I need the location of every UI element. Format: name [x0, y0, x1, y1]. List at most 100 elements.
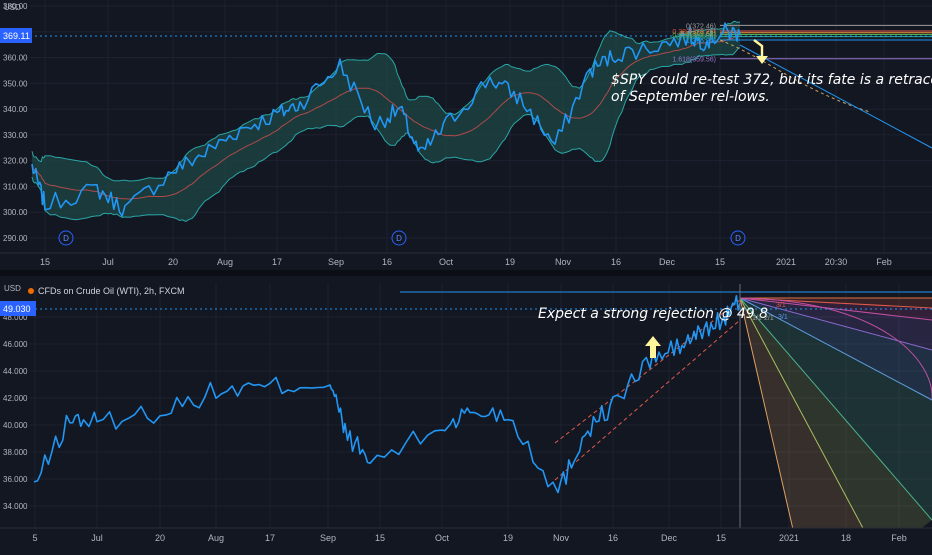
- wti-legend[interactable]: CFDs on Crude Oil (WTI), 2h, FXCM: [38, 286, 185, 296]
- bottom-y-tick: 36.000: [3, 475, 28, 484]
- fib-level-label: 0.786(368.1): [676, 35, 716, 42]
- bottom-x-tick: 5: [32, 533, 37, 543]
- top-x-tick: 17: [272, 257, 282, 267]
- gann-fan-sector: [740, 298, 932, 528]
- gann-fan-label: 1/1: [752, 315, 762, 322]
- top-y-tick: 320.00: [3, 157, 28, 166]
- bottom-x-tick: 15: [716, 533, 726, 543]
- bottom-x-tick: Feb: [891, 533, 907, 543]
- top-x-tick: 19: [505, 257, 515, 267]
- top-x-tick: Nov: [555, 257, 572, 267]
- gann-fan-ray: [739, 297, 794, 528]
- bottom-x-tick: 2021: [779, 533, 799, 543]
- bottom-x-axis: 5 Jul 20 Aug 17 Sep 15 Oct 19 Nov 16 Dec 15 2021 18 Feb: [32, 533, 906, 543]
- projection-path: [719, 39, 871, 113]
- gann-fan-ray: [739, 297, 932, 351]
- wti-price-line[interactable]: [33, 295, 741, 494]
- fib-level-label: 0.382(370.28): [672, 29, 716, 36]
- bottom-x-tick: Sep: [320, 533, 336, 543]
- top-x-tick: 20:30: [825, 257, 848, 267]
- top-x-tick: Jul: [102, 257, 114, 267]
- top-x-tick: 16: [382, 257, 392, 267]
- top-last-price-tag: [0, 28, 32, 43]
- fib-level-label: 0(372.46): [686, 23, 716, 30]
- channel-line-lower[interactable]: [554, 319, 741, 481]
- bottom-x-tick: Nov: [553, 533, 570, 543]
- bottom-x-tick: Dec: [661, 533, 678, 543]
- trend-line[interactable]: [739, 44, 932, 149]
- bottom-y-axis: 48.000 46.000 44.000 42.000 40.000 38.000 36.0…: [3, 313, 28, 511]
- gann-fan-ray: [739, 297, 864, 528]
- bottom-grid: [30, 284, 932, 528]
- top-x-tick: Dec: [659, 257, 676, 267]
- fib-level-label: 1.618(359.56): [672, 57, 716, 64]
- bottom-currency-label: USD: [4, 284, 21, 293]
- fib-level-label: 1(366.81): [686, 38, 716, 45]
- bottom-x-tick: Oct: [435, 533, 450, 543]
- wti-annotation: Expect a strong rejection @ 49.8: [538, 306, 768, 322]
- gann-fan[interactable]: [739, 297, 932, 550]
- bottom-x-tick: 16: [608, 533, 618, 543]
- gann-fan-ray: [739, 297, 932, 521]
- bottom-y-tick: 44.000: [3, 367, 28, 376]
- bollinger-band-upper: [31, 20, 741, 182]
- spy-price-line[interactable]: [31, 22, 741, 217]
- channel-line-upper[interactable]: [554, 299, 741, 444]
- fib-level-label: 0.618(368.95): [672, 32, 716, 39]
- bottom-y-tick: 48.000: [3, 313, 28, 322]
- panel-separator[interactable]: [0, 270, 932, 276]
- bottom-last-price-tag: [0, 301, 36, 316]
- top-x-tick: Oct: [439, 257, 454, 267]
- gann-fan-label: 2/1: [764, 315, 774, 322]
- spy-annotation-line2: of September rel-lows.: [611, 89, 770, 105]
- top-last-price: 369.11: [3, 31, 30, 41]
- bottom-x-tick: 19: [503, 533, 513, 543]
- top-x-tick: Aug: [217, 257, 233, 267]
- fib-level-label: 0.5(369.62): [680, 31, 716, 38]
- bottom-x-tick: Jul: [91, 533, 103, 543]
- gann-fan-ray: [739, 297, 932, 401]
- top-plot-area: $SPY could re-test 372, but its fate is …: [30, 20, 932, 222]
- dividend-marker-icon[interactable]: [391, 230, 407, 246]
- up-arrow-icon: [645, 336, 661, 358]
- top-y-tick: 330.00: [3, 131, 28, 140]
- dividend-marker-icon[interactable]: [730, 230, 746, 246]
- dividend-marker-label: D: [63, 234, 69, 243]
- bottom-y-tick: 40.000: [3, 421, 28, 430]
- top-x-tick: Sep: [328, 257, 344, 267]
- top-currency-label: USD: [4, 3, 21, 12]
- top-x-tick: 2021: [776, 257, 796, 267]
- top-x-tick: 15: [40, 257, 50, 267]
- gann-fan-label: 3/1: [776, 302, 786, 309]
- bottom-y-tick: 42.000: [3, 394, 28, 403]
- top-y-tick: 340.00: [3, 105, 28, 114]
- gann-fan-label: 3/1: [778, 314, 788, 321]
- fib-labels: 0(372.46)0.382(370.28)0.5(369.62)0.618(3…: [672, 23, 716, 63]
- bottom-y-tick: 38.000: [3, 448, 28, 457]
- bottom-x-tick: 17: [265, 533, 275, 543]
- top-y-tick: 350.00: [3, 79, 28, 88]
- bottom-y-tick: 46.000: [3, 340, 28, 349]
- down-arrow-icon: [753, 39, 768, 64]
- top-x-tick: Feb: [876, 257, 892, 267]
- bottom-x-tick: 20: [155, 533, 165, 543]
- bottom-x-tick: 15: [375, 533, 385, 543]
- bottom-x-tick: Aug: [208, 533, 224, 543]
- bottom-y-tick: 34.000: [3, 502, 28, 511]
- spy-annotation-line1: $SPY could re-test 372, but its fate is …: [611, 72, 932, 88]
- top-x-tick: 15: [715, 257, 725, 267]
- dividend-marker-label: D: [735, 234, 741, 243]
- dividend-marker-label: D: [396, 234, 402, 243]
- dividend-marker-icon[interactable]: [58, 230, 74, 246]
- top-x-tick: 16: [611, 257, 621, 267]
- legend-status-dot: [28, 288, 34, 294]
- bottom-plot-area: Expect a strong rejection @ 49.8: [30, 284, 932, 550]
- top-y-tick: 360.00: [3, 54, 28, 63]
- top-x-axis: 15 Jul 20 Aug 17 Sep 16 Oct 19 Nov 16 Dec 15 2021 20:3…: [40, 257, 892, 267]
- bottom-last-price: 49.030: [3, 304, 31, 314]
- top-y-tick: 300.00: [3, 208, 28, 217]
- gann-arc: [739, 297, 932, 400]
